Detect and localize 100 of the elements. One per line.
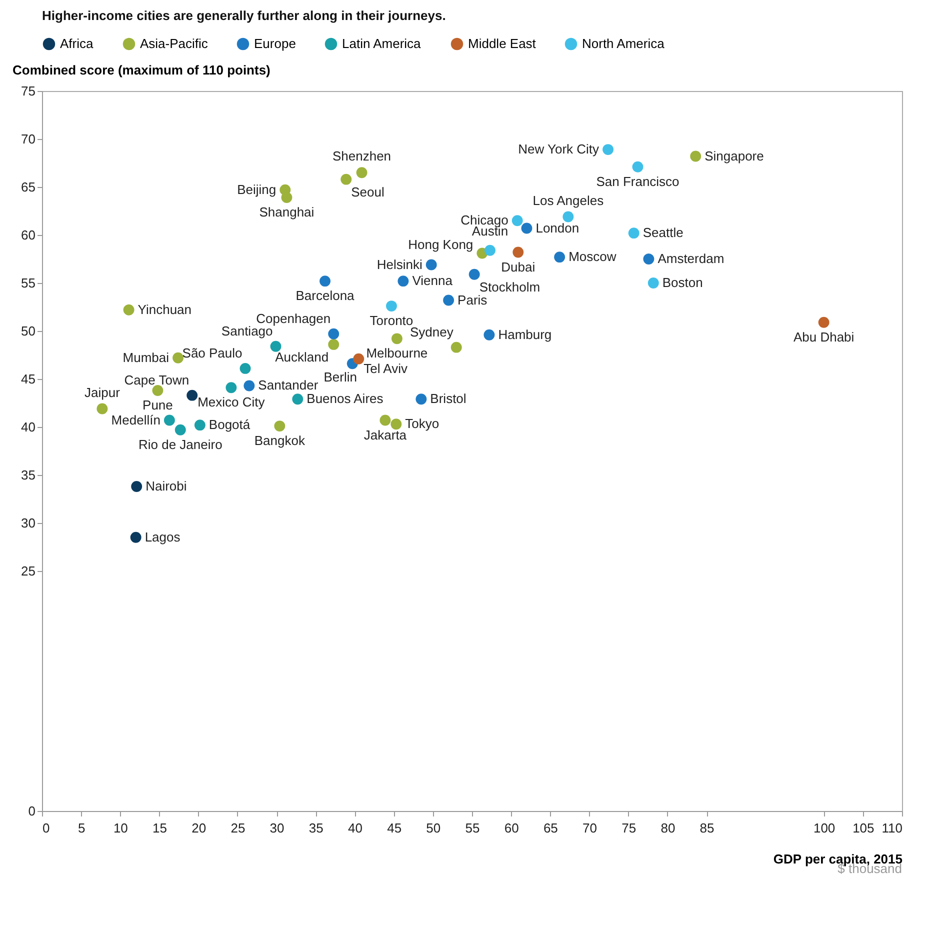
legend-label: Latin America xyxy=(342,36,422,51)
point xyxy=(484,329,495,340)
annotation: Tokyo xyxy=(405,416,440,432)
y-tick-label: 35 xyxy=(21,468,36,482)
annotation: Helsinki xyxy=(376,256,422,272)
annotation: Dubai xyxy=(501,259,536,274)
annotation: London xyxy=(536,220,580,236)
legend-label: North America xyxy=(582,36,666,51)
annotation: Los Angeles xyxy=(532,192,604,208)
point xyxy=(131,481,142,492)
x-tick-label: 0 xyxy=(42,820,50,836)
point xyxy=(398,276,409,287)
x-tick-label: 110 xyxy=(882,820,902,836)
x-tick-label: 55 xyxy=(465,820,480,836)
annotation: Seoul xyxy=(351,184,384,200)
point xyxy=(380,414,391,426)
annotation: Mumbai xyxy=(122,350,170,365)
annotation: Beijing xyxy=(237,182,276,197)
legend-label: Asia-Pacific xyxy=(140,36,208,51)
point xyxy=(328,338,340,350)
y-tick-label: 65 xyxy=(21,180,36,194)
annotation: Moscow xyxy=(568,249,617,264)
legend-label: Middle East xyxy=(468,36,536,51)
point xyxy=(468,268,480,280)
annotation: Cape Town xyxy=(124,372,190,388)
point xyxy=(386,300,397,312)
point xyxy=(391,333,402,344)
annotation: Abu Dhabi xyxy=(793,329,854,344)
x-tick-label: 35 xyxy=(308,820,324,836)
point xyxy=(172,352,184,364)
point xyxy=(484,244,496,256)
point xyxy=(274,420,286,432)
annotation: New York City xyxy=(518,142,600,157)
annotation: Mexico City xyxy=(198,394,266,410)
point xyxy=(390,418,402,430)
point xyxy=(292,394,304,405)
annotation: Lagos xyxy=(144,529,181,544)
annotation: Berlin xyxy=(324,370,358,385)
annotation: Stockholm xyxy=(479,279,540,294)
point xyxy=(416,394,427,405)
annotation: Pune xyxy=(142,398,173,413)
legend-label: Africa xyxy=(60,36,94,51)
x-tick-label: 15 xyxy=(152,820,168,836)
point xyxy=(562,211,574,222)
y-tick-label: 30 xyxy=(21,516,36,530)
annotation: Santiago xyxy=(221,323,273,338)
point xyxy=(130,532,142,543)
annotation: Seattle xyxy=(642,225,684,240)
annotation: Amsterdam xyxy=(658,251,724,266)
x-tick-label: 60 xyxy=(504,820,519,836)
x-tick-label: 75 xyxy=(622,820,636,836)
annotation: Paris xyxy=(458,292,488,308)
x-tick-label: 30 xyxy=(270,820,284,836)
y-tick-label: 0 xyxy=(28,804,36,818)
annotation: Auckland xyxy=(275,349,329,364)
annotation: Bristol xyxy=(430,391,466,406)
y-tick-label: 70 xyxy=(21,132,36,146)
annotation: Medellín xyxy=(111,412,160,428)
x-tick-label: 105 xyxy=(852,820,874,836)
x-tick-label: 85 xyxy=(700,820,714,836)
annotation: Shanghai xyxy=(259,204,314,220)
annotation: Hong Kong xyxy=(408,237,474,252)
y-tick-label: 60 xyxy=(21,228,36,242)
point xyxy=(426,259,437,270)
annotation: Barcelona xyxy=(296,288,356,304)
point xyxy=(690,150,702,162)
point xyxy=(602,144,614,156)
point xyxy=(628,228,640,239)
point xyxy=(240,362,251,374)
annotation: Hamburg xyxy=(498,326,552,342)
point xyxy=(186,390,198,401)
annotation: Nairobi xyxy=(146,478,187,494)
y-tick-label: 40 xyxy=(21,420,36,434)
point xyxy=(450,342,462,353)
point xyxy=(328,328,340,340)
point xyxy=(123,304,134,316)
x-tick-label: 70 xyxy=(582,820,598,836)
x-tick-label: 65 xyxy=(543,820,558,836)
annotation: Jakarta xyxy=(364,427,408,442)
y-tick-label: 25 xyxy=(21,564,36,578)
annotation: Singapore xyxy=(704,148,764,164)
x-tick-label: 45 xyxy=(387,820,402,836)
annotation: Rio de Janeiro xyxy=(138,436,222,452)
y-tick-label: 75 xyxy=(21,84,36,98)
point xyxy=(554,252,566,263)
point xyxy=(174,424,186,436)
annotation: Boston xyxy=(662,275,703,290)
annotation: Yinchuan xyxy=(138,302,192,317)
y-tick-label: 55 xyxy=(21,276,36,290)
annotation: Jaipur xyxy=(84,384,121,400)
annotation: Copenhagen xyxy=(256,310,331,326)
point xyxy=(521,222,532,234)
annotation: São Paulo xyxy=(182,345,242,360)
point xyxy=(96,403,108,414)
x-tick-label: 80 xyxy=(660,820,676,836)
x-tick-label: 100 xyxy=(813,820,836,836)
annotation: Buenos Aires xyxy=(306,391,384,406)
point xyxy=(632,161,644,172)
point xyxy=(340,174,352,185)
x-tick-label: 25 xyxy=(230,820,246,836)
